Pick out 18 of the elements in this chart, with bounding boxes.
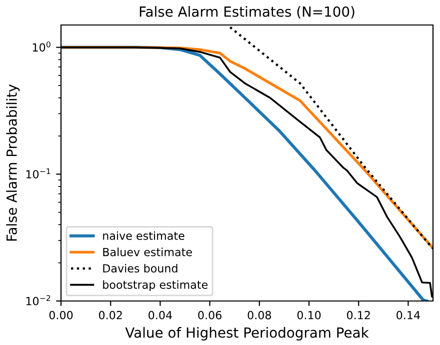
y-tick-label: 10$^{−2}$ <box>26 295 50 306</box>
x-tick-label: 0.14 <box>396 310 420 320</box>
y-tick-label: 10$^{−1}$ <box>26 168 50 178</box>
legend-label: bootstrap estimate <box>103 280 208 291</box>
chart-title: False Alarm Estimates (N=100) <box>140 6 354 18</box>
x-tick-label: 0.00 <box>49 310 73 320</box>
legend-label: naive estimate <box>103 231 184 240</box>
x-axis-title: Value of Highest Periodogram Peak <box>125 327 369 340</box>
legend-label: Davies bound <box>103 264 178 273</box>
x-tick-label: 0.08 <box>248 310 272 320</box>
x-tick-label: 0.10 <box>297 310 321 320</box>
x-tick-label: 0.02 <box>98 310 122 320</box>
x-tick-label: 0.12 <box>346 310 370 320</box>
x-tick-label: 0.04 <box>148 310 172 320</box>
y-axis-title: False Alarm Probability <box>6 84 20 241</box>
legend-label: Baluev estimate <box>103 248 192 256</box>
y-tick-label: 10$^{0}$ <box>32 41 50 52</box>
x-tick-label: 0.06 <box>198 310 222 320</box>
